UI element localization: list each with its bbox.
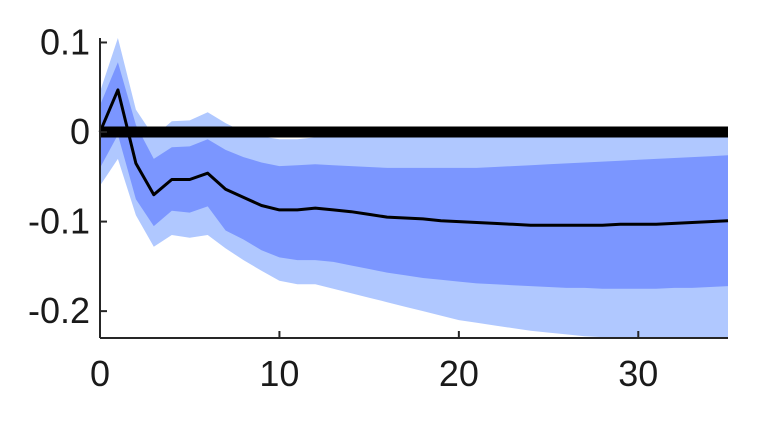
median-response-line (98, 88, 729, 227)
x-tick-label: 10 (259, 353, 299, 394)
y-tick-label: 0.1 (40, 21, 90, 62)
y-tick-label: 0 (70, 111, 90, 152)
x-tick-label: 20 (439, 353, 479, 394)
y-tick-label: -0.2 (28, 290, 90, 331)
x-tick-label: 0 (90, 353, 110, 394)
y-tick-label: -0.1 (28, 201, 90, 242)
x-tick-label: 30 (618, 353, 658, 394)
inner-confidence-band (100, 62, 728, 289)
